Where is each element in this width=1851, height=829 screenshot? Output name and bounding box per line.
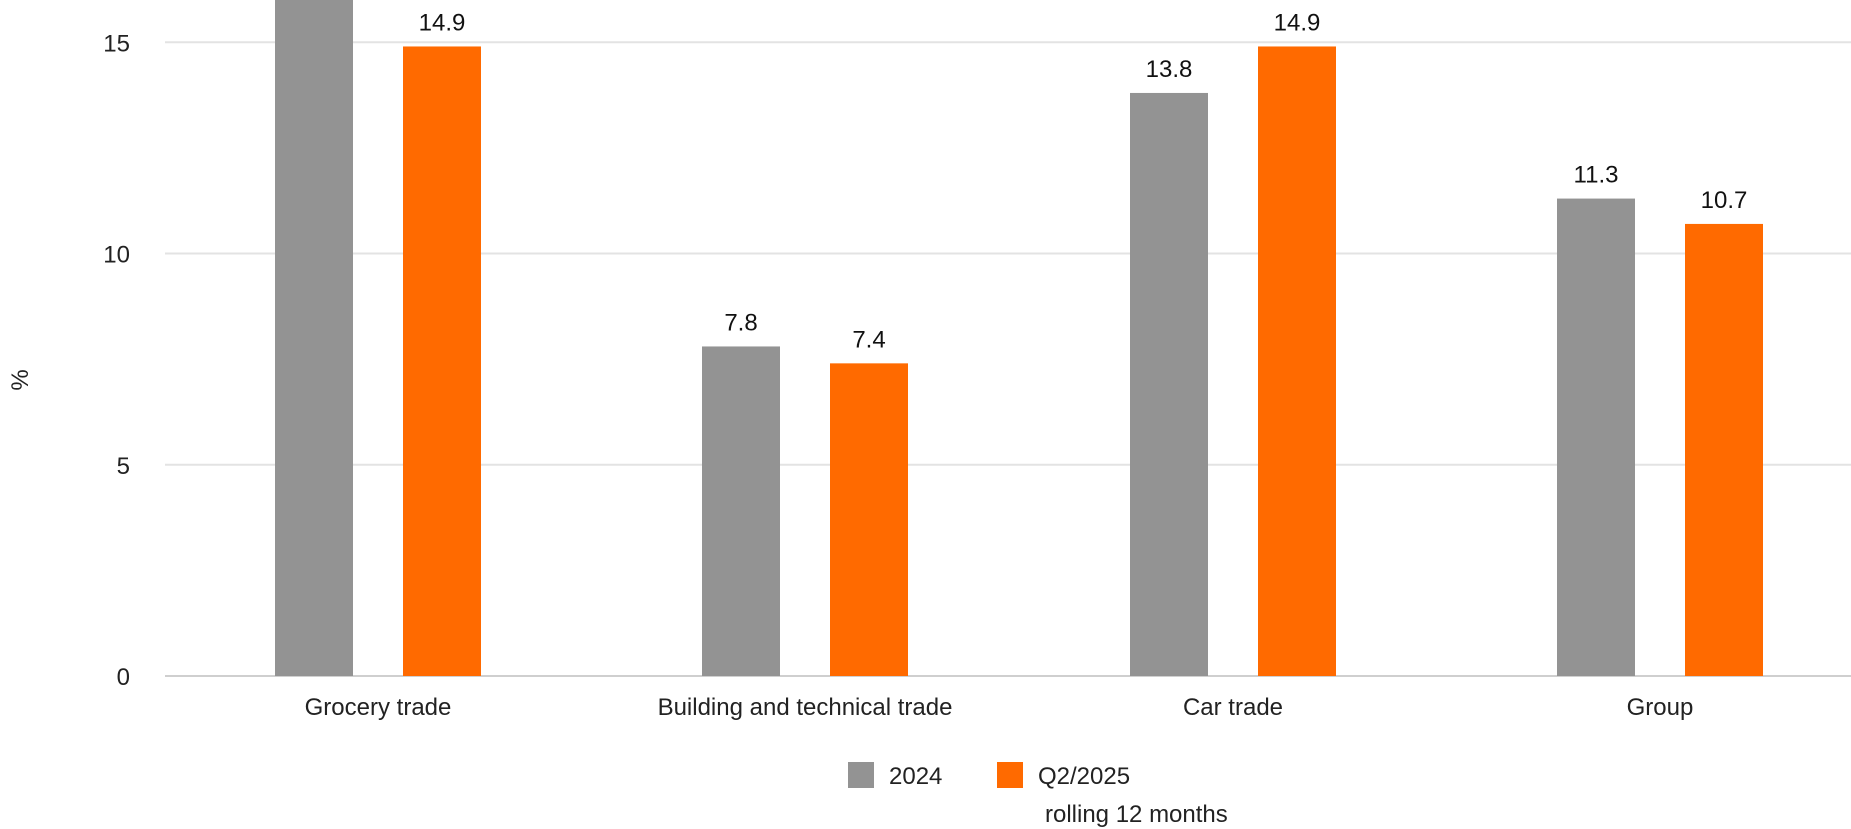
data-labels: 16.07.813.811.314.97.414.910.7 xyxy=(419,9,1748,353)
legend-note: rolling 12 months xyxy=(1045,801,1228,828)
category-label: Group xyxy=(1627,694,1694,721)
category-label: Grocery trade xyxy=(305,694,452,721)
data-label: 10.7 xyxy=(1701,187,1748,214)
bars xyxy=(275,0,1763,677)
data-label: 13.8 xyxy=(1146,56,1193,83)
y-tick-label: 10 xyxy=(103,242,130,269)
x-axis-categories: Grocery trade Building and technical trad… xyxy=(305,694,1694,721)
y-tick-label: 5 xyxy=(117,453,130,480)
bar-series-2 xyxy=(403,46,481,677)
legend-label: Q2/2025 xyxy=(1038,763,1130,790)
data-label: 7.4 xyxy=(852,326,885,353)
legend-swatch xyxy=(848,762,874,788)
y-axis-ticks: 0 5 10 15 xyxy=(103,30,130,691)
bar-series-2 xyxy=(830,363,908,676)
data-label: 14.9 xyxy=(419,9,466,36)
y-tick-label: 0 xyxy=(117,664,130,691)
bar-series-1 xyxy=(702,346,780,676)
y-axis-label: % xyxy=(7,369,34,390)
bar-series-1 xyxy=(275,0,353,676)
bar-series-1 xyxy=(1130,92,1208,676)
data-label: 14.9 xyxy=(1274,9,1321,36)
legend: 2024 Q2/2025 rolling 12 months xyxy=(848,762,1228,828)
legend-swatch xyxy=(997,762,1023,788)
data-label: 7.8 xyxy=(724,309,757,336)
legend-label: 2024 xyxy=(889,763,942,790)
bar-series-1 xyxy=(1557,198,1635,676)
category-label: Car trade xyxy=(1183,694,1283,721)
category-label: Building and technical trade xyxy=(658,694,953,721)
bar-series-2 xyxy=(1685,223,1763,677)
bar-series-2 xyxy=(1258,46,1336,677)
data-label: 11.3 xyxy=(1574,162,1619,189)
y-tick-label: 15 xyxy=(103,30,130,57)
